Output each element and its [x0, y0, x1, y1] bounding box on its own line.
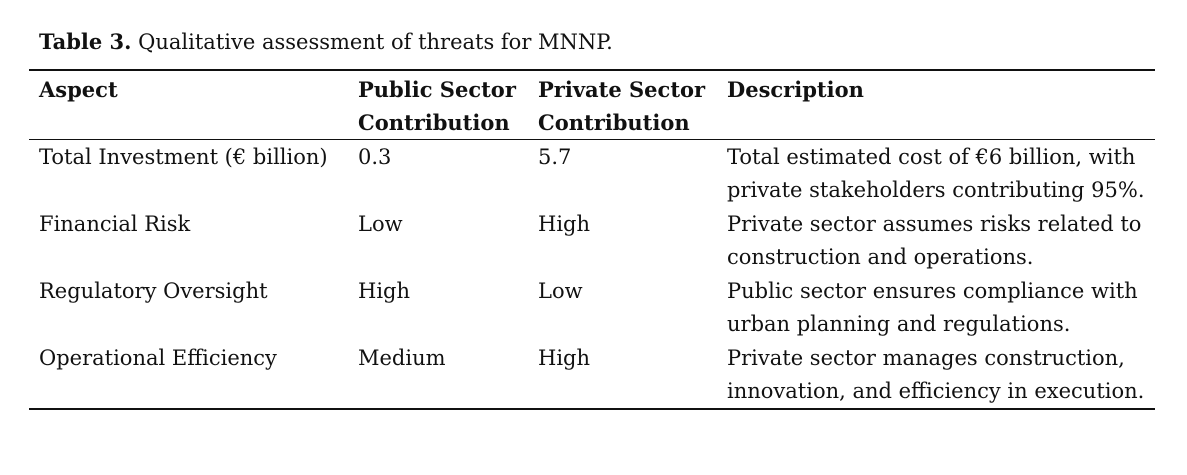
- cell-private: High: [538, 212, 590, 236]
- table-row: Total Investment (€ billion) 0.3 5.7 Tot…: [29, 140, 1155, 208]
- cell-description: Private sector manages construction, inn…: [727, 346, 1145, 403]
- header-aspect: Aspect: [39, 77, 118, 102]
- table-header-row: Aspect Public Sector Contribution Privat…: [29, 70, 1155, 140]
- cell-private: Low: [538, 279, 583, 303]
- header-public-sector: Public Sector Contribution: [358, 77, 516, 135]
- cell-public: High: [358, 279, 410, 303]
- header-private-sector: Private Sector Contribution: [538, 77, 706, 135]
- table-caption-label: Table 3.: [39, 29, 132, 54]
- cell-description: Total estimated cost of €6 billion, with…: [727, 145, 1145, 202]
- table-row: Regulatory Oversight High Low Public sec…: [29, 274, 1155, 341]
- table-row: Financial Risk Low High Private sector a…: [29, 207, 1155, 274]
- cell-public: Medium: [358, 346, 446, 370]
- cell-aspect: Financial Risk: [39, 212, 191, 236]
- cell-private: 5.7: [538, 145, 572, 169]
- cell-public: Low: [358, 212, 403, 236]
- cell-aspect: Total Investment (€ billion): [39, 145, 328, 169]
- cell-private: High: [538, 346, 590, 370]
- table-caption: Table 3. Qualitative assessment of threa…: [39, 28, 1155, 56]
- cell-aspect: Regulatory Oversight: [39, 279, 268, 303]
- cell-aspect: Operational Efficiency: [39, 346, 277, 370]
- table-figure: Table 3. Qualitative assessment of threa…: [29, 28, 1155, 410]
- table-caption-text: Qualitative assessment of threats for MN…: [138, 30, 613, 54]
- table-row: Operational Efficiency Medium High Priva…: [29, 341, 1155, 409]
- cell-description: Private sector assumes risks related to …: [727, 212, 1142, 269]
- threats-assessment-table: Aspect Public Sector Contribution Privat…: [29, 69, 1155, 410]
- header-description: Description: [727, 77, 864, 102]
- cell-description: Public sector ensures compliance with ur…: [727, 279, 1138, 336]
- cell-public: 0.3: [358, 145, 392, 169]
